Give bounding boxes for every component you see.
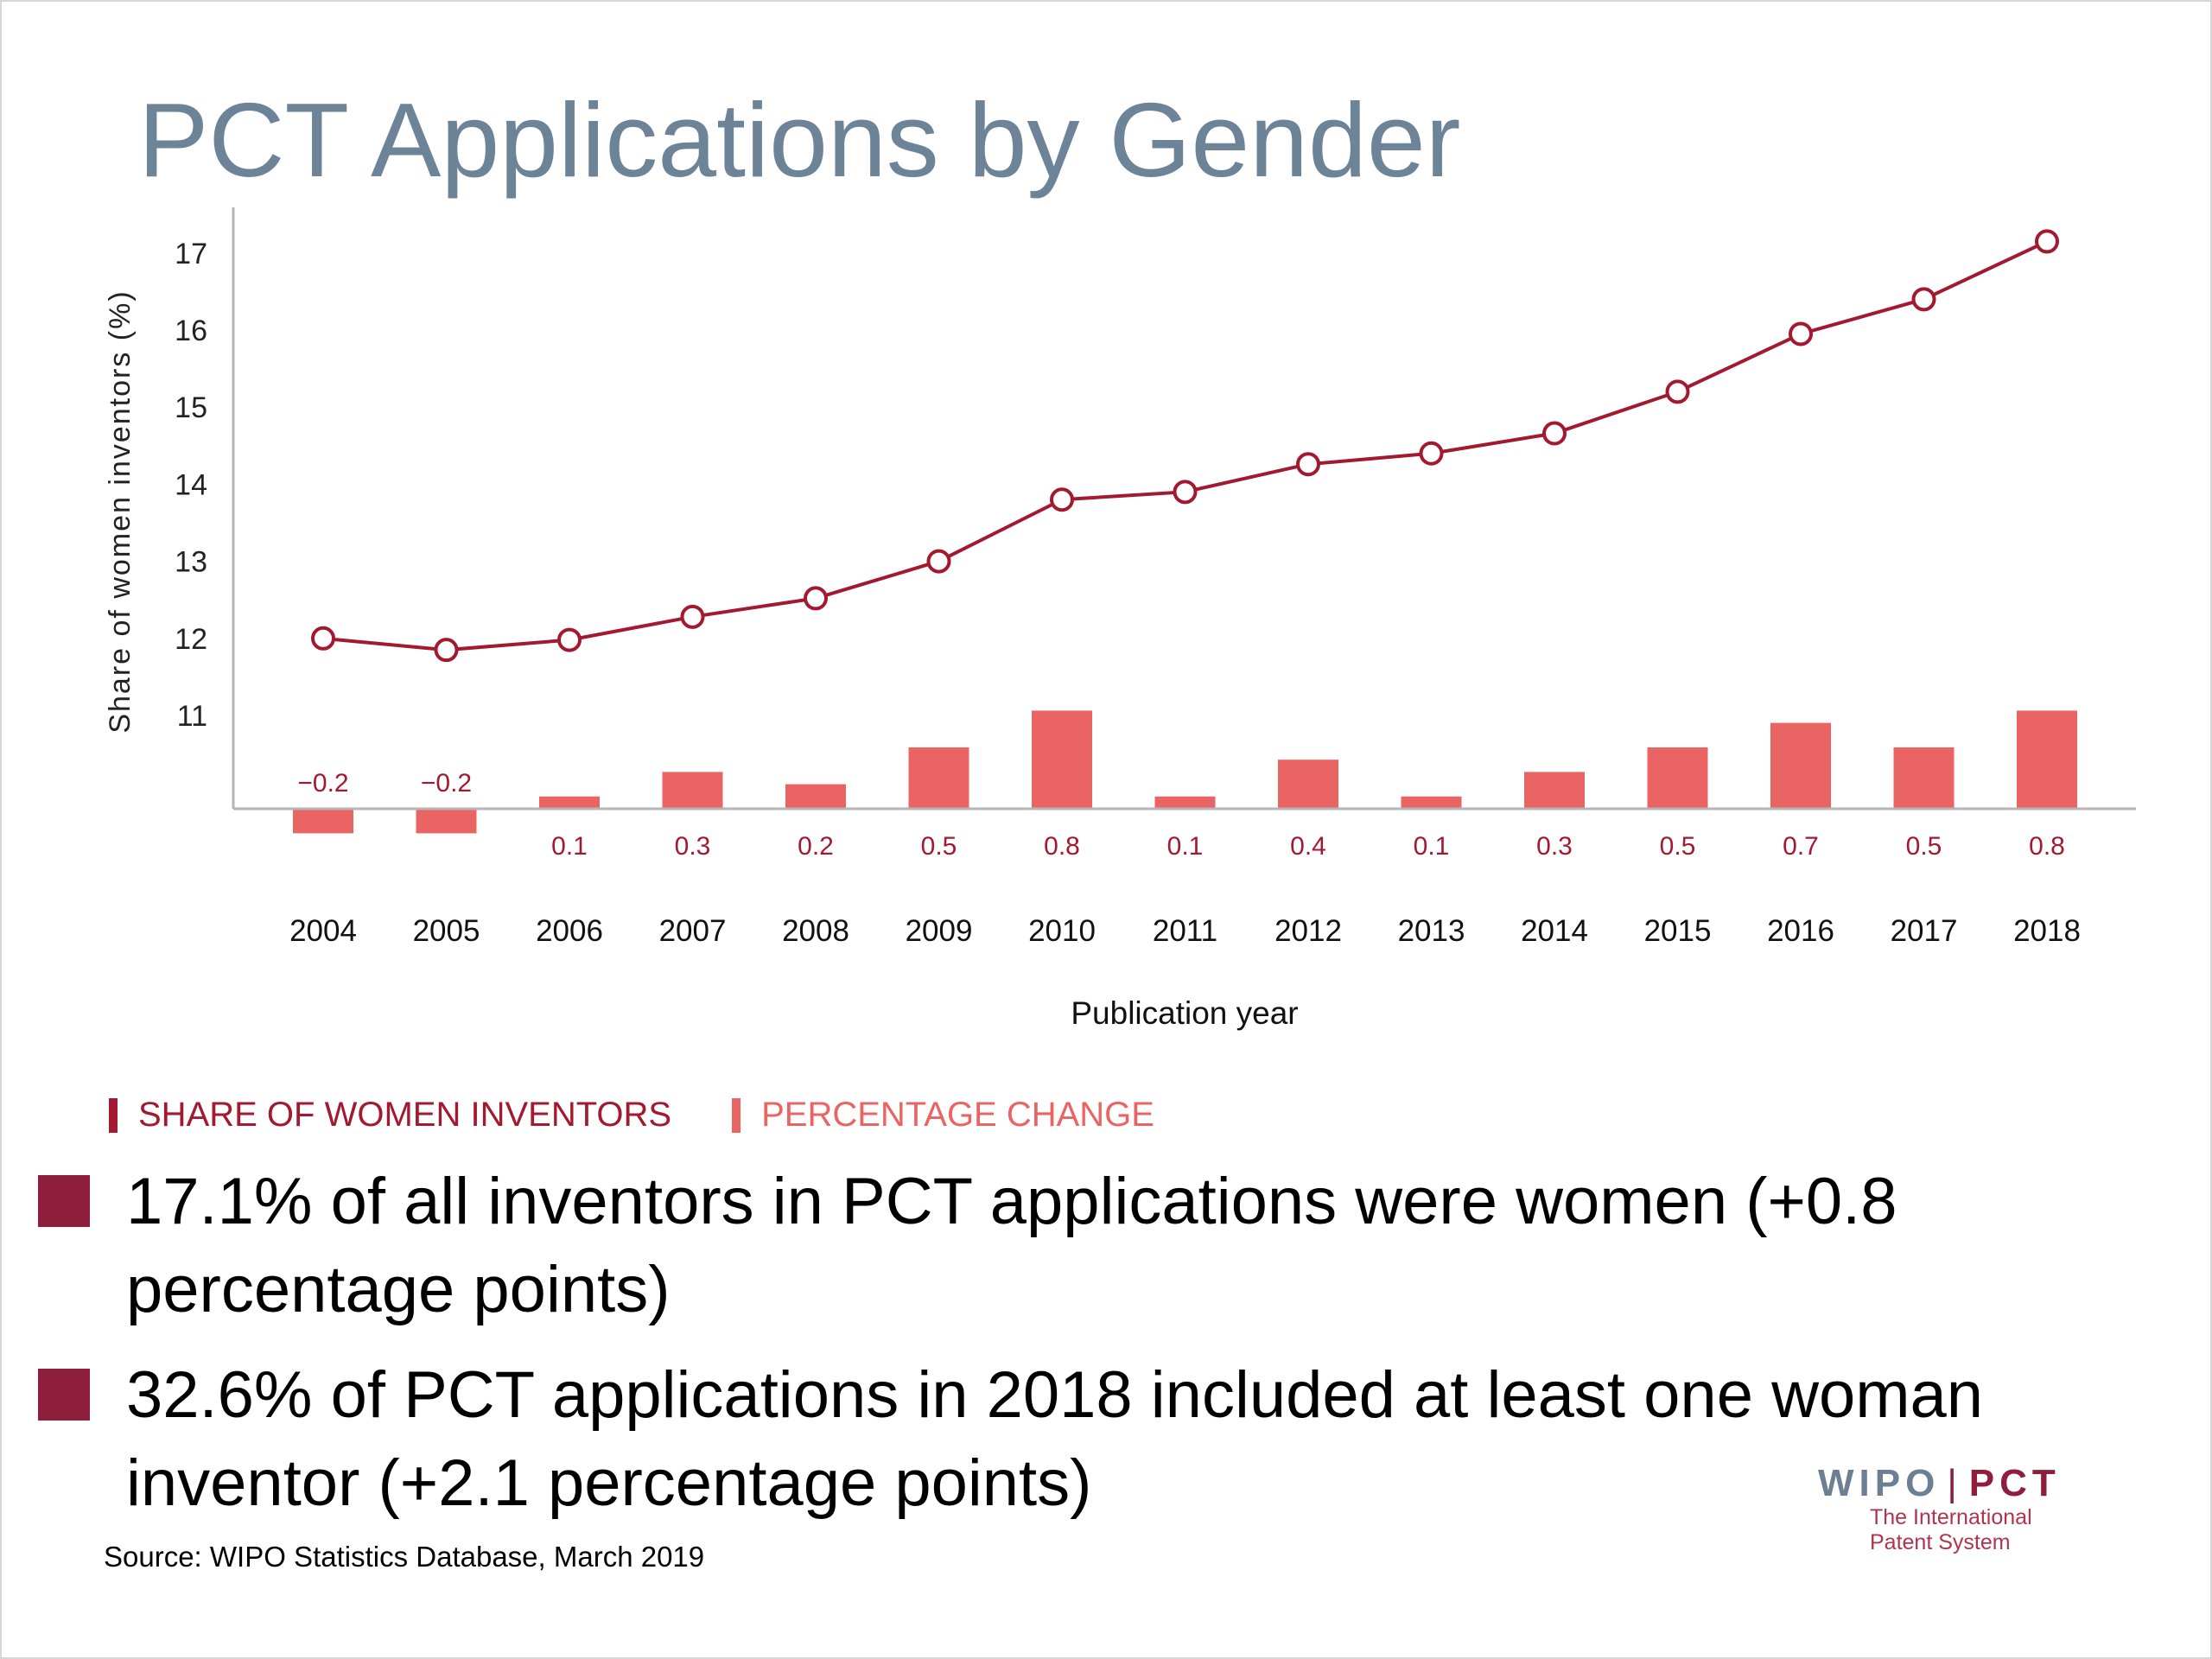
bullet-square-icon xyxy=(38,1175,90,1227)
bullet-text: 17.1% of all inventors in PCT applicatio… xyxy=(126,1165,1897,1326)
bar-data-label: 0.1 xyxy=(1414,832,1450,861)
bar xyxy=(1893,747,1955,809)
page-title: PCT Applications by Gender xyxy=(138,81,1461,199)
x-tick-label: 2016 xyxy=(1767,914,1834,948)
x-tick-label: 2007 xyxy=(659,914,727,948)
bar-data-label: 0.3 xyxy=(675,832,711,861)
x-tick-label: 2006 xyxy=(536,914,603,948)
bar-data-label: 0.1 xyxy=(551,832,588,861)
bar xyxy=(2017,710,2077,809)
line-series xyxy=(322,239,2048,652)
line-point xyxy=(1542,421,1567,446)
x-tick-label: 2018 xyxy=(2013,914,2081,948)
bar-data-label: 0.4 xyxy=(1290,832,1326,861)
line-point xyxy=(311,626,335,651)
line-point xyxy=(1050,487,1074,512)
bar-data-label: 0.3 xyxy=(1536,832,1573,861)
line-point xyxy=(1173,480,1198,505)
x-tick-label: 2005 xyxy=(413,914,480,948)
bar xyxy=(539,796,600,809)
x-tick-label: 2011 xyxy=(1153,914,1217,948)
bar-data-label: 0.8 xyxy=(2029,832,2065,861)
bar xyxy=(1278,760,1338,809)
bar-data-label: 0.1 xyxy=(1167,832,1204,861)
x-tick-label: 2014 xyxy=(1521,914,1588,948)
y-tick-label: 12 xyxy=(175,623,207,656)
line-point xyxy=(1296,452,1320,477)
y-tick-label: 17 xyxy=(175,238,207,270)
y-tick-label: 11 xyxy=(177,700,207,733)
logo-tagline-1: The International xyxy=(1870,1505,2032,1529)
bullet-list: 17.1% of all inventors in PCT applicatio… xyxy=(38,1158,2025,1545)
bullet-item: 32.6% of PCT applications in 2018 includ… xyxy=(38,1351,2025,1528)
x-tick-label: 2012 xyxy=(1274,914,1342,948)
bar-data-label: −0.2 xyxy=(297,769,348,798)
wipo-pct-logo: WIPO | PCT The International Patent System xyxy=(1818,1462,2077,1555)
line-point xyxy=(1911,287,1936,312)
bullet-square-icon xyxy=(38,1369,90,1421)
line-point xyxy=(804,586,828,611)
x-tick-label: 2004 xyxy=(289,914,357,948)
legend-label-share: SHARE OF WOMEN INVENTORS xyxy=(138,1096,672,1134)
bar-data-label: −0.2 xyxy=(421,769,472,798)
line-point xyxy=(557,627,582,652)
line-point xyxy=(926,549,951,574)
bar xyxy=(293,809,353,834)
legend-item-change: PERCENTAGE CHANGE xyxy=(732,1096,1154,1135)
x-tick-label: 2013 xyxy=(1398,914,1465,948)
legend-item-share: SHARE OF WOMEN INVENTORS xyxy=(109,1096,671,1135)
x-tick-label: 2008 xyxy=(782,914,849,948)
source-note: Source: WIPO Statistics Database, March … xyxy=(104,1541,705,1573)
bar-data-label: 0.7 xyxy=(1783,832,1819,861)
bar xyxy=(1154,796,1216,809)
x-tick-label: 2015 xyxy=(1644,914,1712,948)
bar xyxy=(1647,747,1708,809)
bar-data-label: 0.8 xyxy=(1044,832,1080,861)
x-tick-label: 2010 xyxy=(1028,914,1096,948)
line-point xyxy=(1665,379,1690,404)
bar xyxy=(416,809,477,834)
bar xyxy=(1401,796,1462,809)
line-point xyxy=(1419,441,1444,466)
bullet-text: 32.6% of PCT applications in 2018 includ… xyxy=(126,1358,1984,1520)
bar xyxy=(662,772,723,809)
bar-data-label: 0.5 xyxy=(1906,832,1942,861)
bar xyxy=(908,747,969,809)
bar xyxy=(785,784,846,809)
bar-data-label: 0.5 xyxy=(921,832,957,861)
bullet-item: 17.1% of all inventors in PCT applicatio… xyxy=(38,1158,2025,1334)
bar xyxy=(1032,710,1092,809)
legend-swatch-share xyxy=(109,1097,118,1133)
logo-tagline-2: Patent System xyxy=(1870,1530,2011,1554)
y-tick-label: 13 xyxy=(175,546,207,579)
legend-label-change: PERCENTAGE CHANGE xyxy=(761,1096,1154,1134)
logo-separator: | xyxy=(1947,1462,1962,1504)
bar xyxy=(1770,722,1831,809)
y-axis-title: Share of women inventors (%) xyxy=(104,289,137,733)
logo-pct: PCT xyxy=(1968,1462,2061,1504)
y-tick-label: 16 xyxy=(175,315,207,347)
bar xyxy=(1524,772,1585,809)
legend-swatch-change xyxy=(732,1097,741,1133)
logo-wipo: WIPO xyxy=(1818,1462,1941,1504)
line-point xyxy=(1789,321,1813,346)
bar-data-label: 0.5 xyxy=(1660,832,1696,861)
bar-data-label: 0.2 xyxy=(798,832,834,861)
logo-wordmark: WIPO | PCT xyxy=(1818,1462,2077,1505)
y-tick-label: 15 xyxy=(175,391,207,424)
x-tick-label: 2017 xyxy=(1891,914,1958,948)
line-point xyxy=(2035,229,2059,254)
line-point xyxy=(680,604,705,629)
y-tick-label: 14 xyxy=(175,468,207,501)
x-axis-title: Publication year xyxy=(1071,995,1298,1031)
line-point xyxy=(434,638,459,663)
x-tick-label: 2009 xyxy=(906,914,973,948)
legend: SHARE OF WOMEN INVENTORS PERCENTAGE CHAN… xyxy=(109,1096,1215,1135)
